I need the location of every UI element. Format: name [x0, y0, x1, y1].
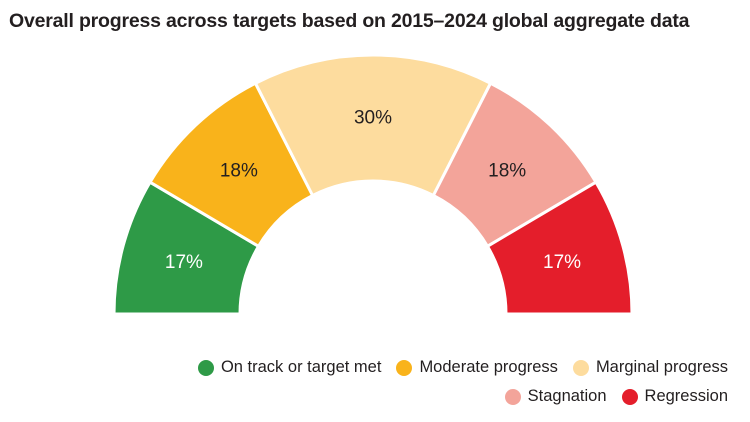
legend-swatch-stagnation: [504, 388, 521, 405]
chart-title: Overall progress across targets based on…: [9, 10, 690, 32]
legend-item-moderate-progress: Moderate progress: [396, 358, 558, 377]
slice-regression: [485, 180, 634, 316]
legend-swatch-on-track: [197, 359, 214, 376]
slice-label-on-track-or-target-met: 17%: [165, 252, 203, 273]
legend-item-marginal-progress: Marginal progress: [572, 358, 728, 377]
legend-label-moderate-progress: Moderate progress: [419, 358, 558, 376]
legend-row-2: Stagnation Regression: [504, 387, 728, 406]
slice-marginal-progress: [253, 53, 493, 197]
legend-item-regression: Regression: [621, 387, 728, 406]
legend-label-stagnation: Stagnation: [527, 387, 607, 405]
legend-label-marginal-progress: Marginal progress: [595, 358, 728, 376]
legend-item-stagnation: Stagnation: [504, 387, 607, 406]
legend-swatch-marginal-progress: [572, 359, 589, 376]
half-donut-chart: 17% 18% 30% 18% 17%: [112, 53, 634, 316]
legend-label-on-track: On track or target met: [220, 358, 382, 376]
legend-item-on-track: On track or target met: [197, 358, 382, 377]
legend-label-regression: Regression: [644, 387, 728, 405]
legend-swatch-moderate-progress: [396, 359, 413, 376]
slice-label-marginal-progress: 30%: [354, 108, 392, 129]
legend-row-1: On track or target met Moderate progress…: [197, 358, 728, 377]
legend-swatch-regression: [621, 388, 638, 405]
slice-label-regression: 17%: [543, 252, 581, 273]
slice-label-stagnation: 18%: [488, 161, 526, 182]
slice-label-moderate-progress: 18%: [220, 161, 258, 182]
